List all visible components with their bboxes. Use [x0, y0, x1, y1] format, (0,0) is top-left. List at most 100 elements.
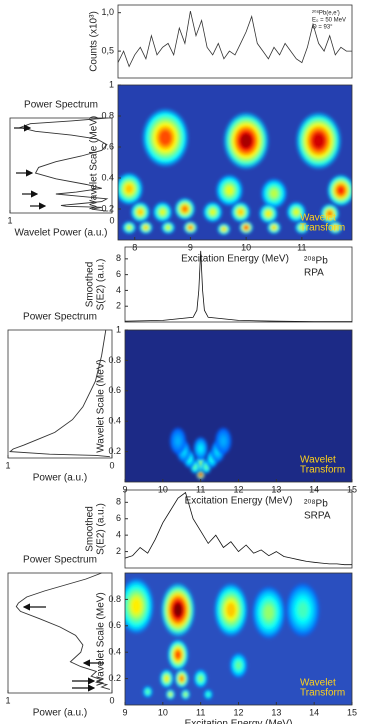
x-tick-label: 12 [233, 484, 243, 494]
wavelet-blob [267, 221, 281, 234]
panel-title: Power Spectrum [23, 312, 97, 323]
y-tick-label: 0.2 [101, 203, 114, 213]
blob-level [226, 602, 236, 618]
wavelet-blob [180, 689, 191, 700]
x-tick-label: 11 [196, 484, 205, 494]
blob-level [146, 690, 150, 694]
wavelet-blob [261, 178, 287, 209]
plot-frame [124, 246, 353, 323]
blob-level [125, 184, 133, 194]
x-tick-label: 1 [7, 215, 12, 225]
blob-level [293, 209, 299, 215]
wavelet-blob [229, 652, 248, 678]
wavelet-blob [169, 427, 187, 455]
blob-level [144, 225, 148, 230]
x-tick-label: 14 [309, 707, 319, 717]
y-tick-label: 8 [116, 253, 121, 263]
x-tick-label: 1 [5, 460, 10, 470]
blob-level [179, 676, 184, 682]
wavelet-blob [239, 221, 253, 234]
blob-level [225, 186, 234, 195]
x-tick-label: 13 [271, 707, 281, 717]
wavelet-blob [203, 202, 223, 223]
blob-level [175, 437, 181, 445]
wavelet-blob [174, 198, 195, 220]
blob-level [264, 605, 274, 620]
wavelet-blob [183, 221, 198, 234]
plot-frame [117, 4, 353, 79]
panel-title: Power Spectrum [24, 100, 98, 111]
x-axis-label: Wavelet Power (a.u.) [15, 228, 108, 239]
y-axis-label: Counts (x10³) [89, 11, 100, 72]
y-tick-label: 0.6 [101, 141, 114, 151]
annotation: Wavelet [300, 455, 336, 466]
wavelet-blob [125, 578, 154, 634]
y-tick-label: 2 [116, 546, 121, 556]
y-axis-label: Wavelet Scale (MeV) [96, 592, 107, 686]
x-tick-label: 10 [158, 707, 168, 717]
y-tick-label: 1 [116, 324, 121, 334]
annotation: Wavelet [300, 213, 336, 224]
y-tick-label: 1,0 [101, 7, 114, 17]
wavelet-blob [130, 202, 150, 223]
x-tick-label: 14 [309, 484, 319, 494]
y-tick-label: 6 [116, 269, 121, 279]
wavelet-blob [252, 586, 286, 639]
annotation: Transform [300, 688, 345, 699]
y-tick-label: 0,5 [101, 45, 114, 55]
blob-level [198, 445, 203, 452]
y-axis-label: Wavelet Scale (MeV) [96, 359, 107, 453]
plot-frame [7, 329, 113, 459]
wavelet-blob [327, 174, 352, 206]
heatmap-area [169, 427, 232, 480]
blob-level [131, 598, 142, 614]
blob-level [272, 225, 276, 230]
y-tick-label: 0.6 [108, 385, 121, 395]
blob-level [182, 206, 188, 212]
wavelet-blob [328, 221, 342, 234]
annotation: SRPA [304, 511, 331, 522]
y-tick-label: 0.4 [108, 416, 121, 426]
y-tick-label: 0.8 [108, 594, 121, 604]
wavelet-blob [259, 203, 278, 224]
x-tick-label: 11 [196, 707, 205, 717]
plot-frame [9, 117, 113, 214]
y-tick-label: 8 [116, 497, 121, 507]
wavelet-blob [159, 669, 174, 688]
x-tick-label: 9 [122, 707, 127, 717]
blob-level [327, 211, 333, 217]
wavelet-blob [176, 440, 191, 463]
wavelet-blob [203, 689, 213, 700]
blob-level [184, 693, 187, 696]
annotation: ²⁰⁸Pb [304, 256, 328, 267]
y-tick-label: 4 [116, 530, 121, 540]
x-tick-label: 9 [122, 484, 127, 494]
x-tick-label: 0 [109, 460, 114, 470]
blob-level [221, 437, 226, 445]
blob-level [188, 225, 193, 230]
blob-level [244, 225, 248, 230]
annotation: Transform [300, 465, 345, 476]
wavelet-blob [122, 221, 136, 234]
wavelet-blob [174, 669, 189, 688]
y-tick-label: 0.8 [101, 110, 114, 120]
blob-level [205, 464, 208, 469]
y-tick-label: 1 [109, 79, 114, 89]
blob-level [333, 225, 338, 230]
heatmap-area [125, 578, 320, 700]
x-tick-label: 1 [5, 695, 10, 705]
blob-level [240, 133, 253, 149]
wavelet-blob [296, 112, 341, 169]
y-axis-label: Smoothed [85, 506, 96, 552]
blob-level [166, 225, 170, 230]
wavelet-blob [161, 221, 175, 234]
x-axis-label: Excitation Energy (MeV) [181, 254, 289, 265]
blob-level [198, 676, 203, 682]
spectrum-line [124, 250, 352, 322]
wavelet-blob [286, 202, 306, 223]
power-curve [18, 117, 109, 212]
x-tick-label: 13 [271, 484, 281, 494]
blob-level [222, 227, 226, 231]
annotation: Transform [300, 223, 345, 234]
